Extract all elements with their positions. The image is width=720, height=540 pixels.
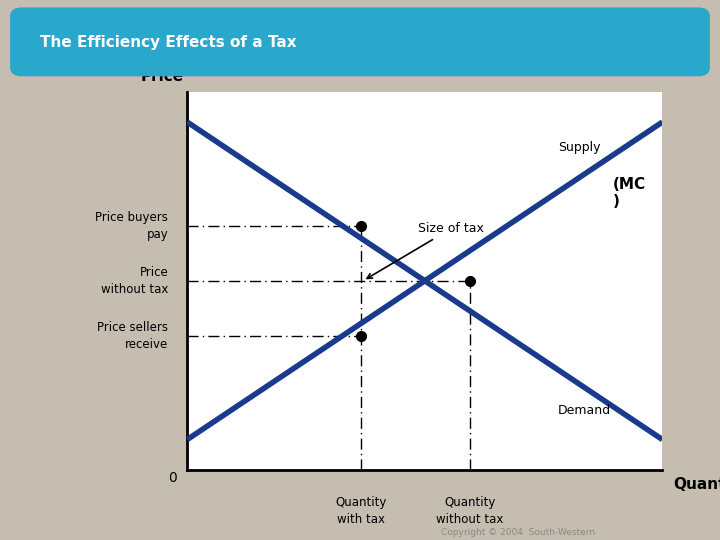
Text: Quantity
without tax: Quantity without tax xyxy=(436,496,503,526)
Text: The Efficiency Effects of a Tax: The Efficiency Effects of a Tax xyxy=(40,35,296,50)
FancyBboxPatch shape xyxy=(11,8,709,76)
Text: (MC
): (MC ) xyxy=(613,177,646,209)
Text: Price sellers
receive: Price sellers receive xyxy=(97,321,168,350)
Text: Quantity: Quantity xyxy=(673,477,720,492)
Text: Size of tax: Size of tax xyxy=(367,222,484,279)
Text: Demand: Demand xyxy=(558,404,611,417)
Text: Price: Price xyxy=(140,69,184,84)
Text: Copyright © 2004  South-Western: Copyright © 2004 South-Western xyxy=(441,528,595,537)
Text: Price
without tax: Price without tax xyxy=(101,266,168,296)
Text: 0: 0 xyxy=(168,471,176,485)
Text: Supply: Supply xyxy=(558,141,600,154)
Text: Quantity
with tax: Quantity with tax xyxy=(335,496,387,526)
Text: Price buyers
pay: Price buyers pay xyxy=(95,211,168,241)
